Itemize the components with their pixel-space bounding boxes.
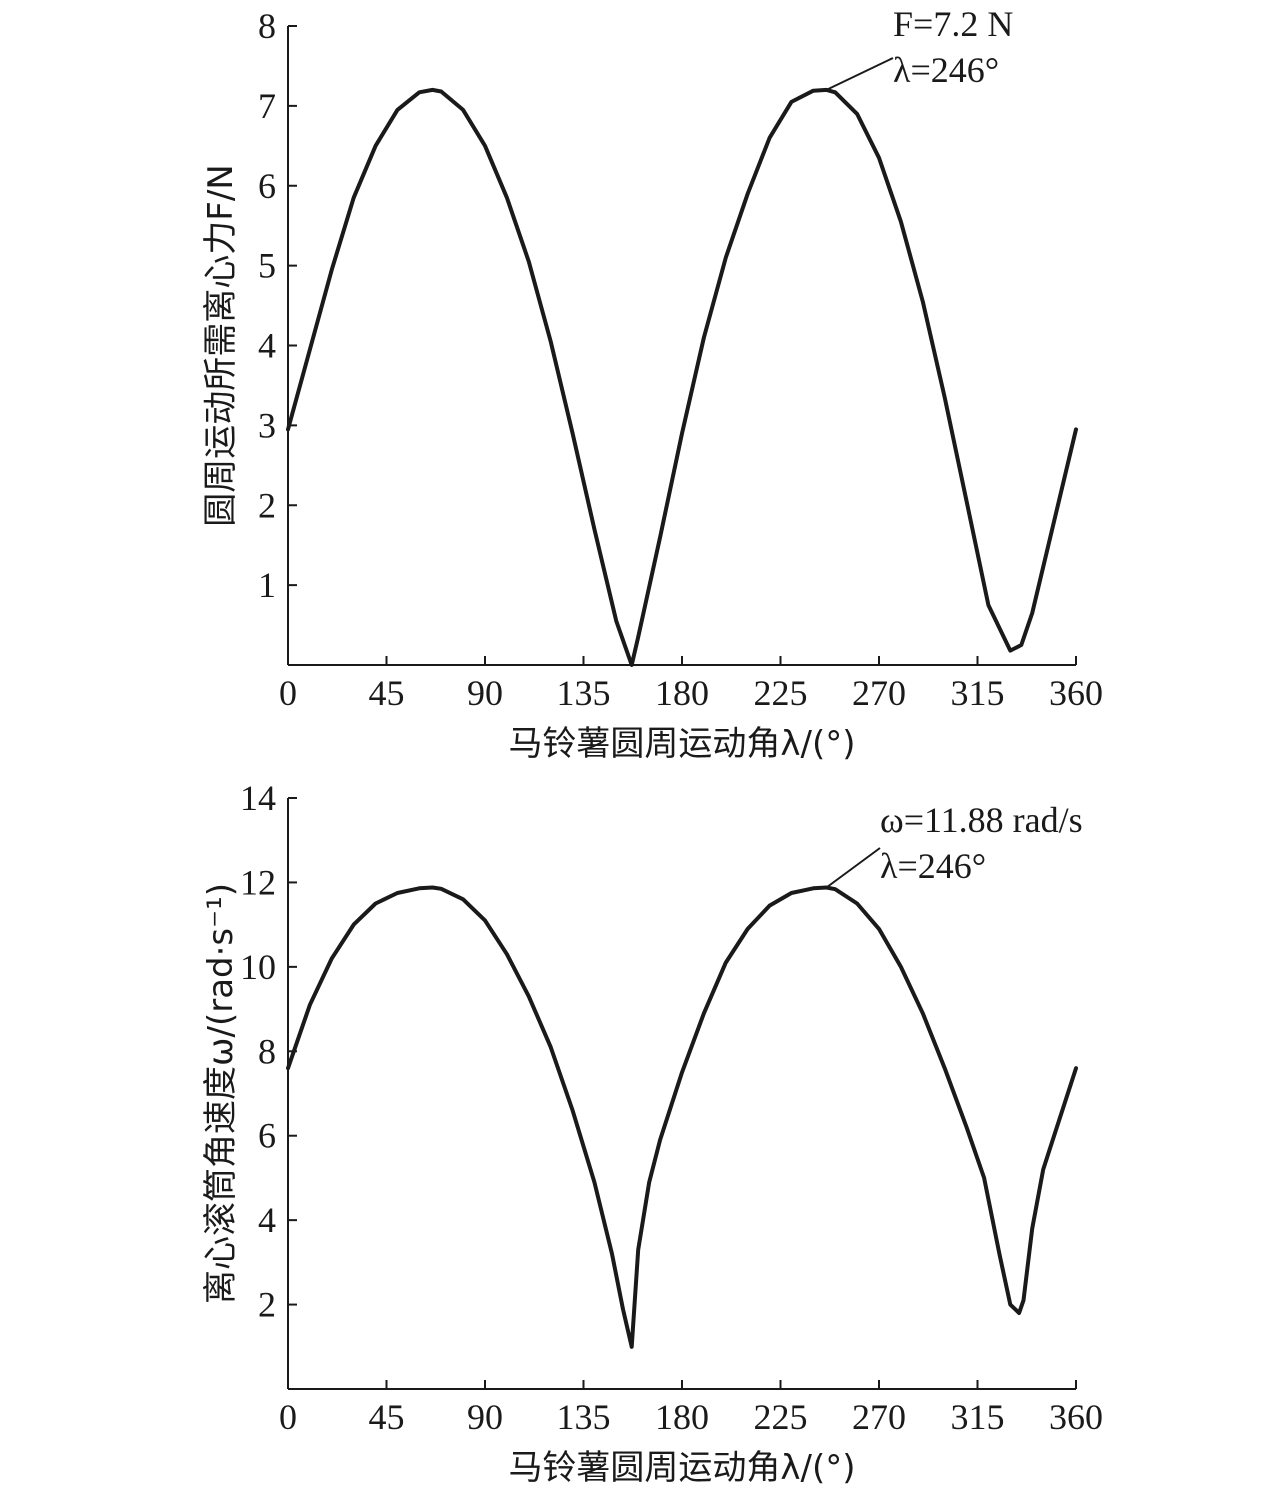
x-tick-label: 270 (852, 1397, 906, 1437)
x-tick-label: 90 (467, 1397, 503, 1437)
y-tick-label: 7 (258, 86, 276, 126)
x-tick-label: 180 (655, 673, 709, 713)
chart-panel-2: 0 45 90 135 180 225 270 315 360 2 4 6 8 10 12 14 马铃薯圆周运动… (201, 778, 1103, 1488)
series-line-1 (286, 885, 1078, 1349)
y-tick-label: 4 (258, 326, 276, 366)
y-axis-title: 离心滚筒角速度ω/(rad·s⁻¹) (201, 883, 241, 1304)
y-tick-label: 5 (258, 246, 276, 286)
y-tick-label: 6 (258, 1116, 276, 1156)
x-tick-label: 45 (369, 1397, 405, 1437)
x-tick-label: 315 (951, 673, 1005, 713)
x-axis-title: 马铃薯圆周运动角λ/(°) (508, 1448, 855, 1488)
y-tick-label: 1 (258, 565, 276, 605)
x-tick-label: 0 (279, 673, 297, 713)
annotation-line-2: λ=246° (893, 50, 999, 90)
y-tick-label: 4 (258, 1200, 276, 1240)
x-tick-label: 360 (1049, 673, 1103, 713)
x-tick-label: 225 (754, 673, 808, 713)
annotation-leader-line (826, 57, 894, 91)
x-tick-label: 225 (754, 1397, 808, 1437)
y-axis-title: 圆周运动所需离心力F/N (201, 164, 241, 526)
y-tick-label: 8 (258, 6, 276, 46)
annotation-leader-line (825, 847, 881, 889)
annotation-line-2: λ=246° (880, 846, 986, 886)
x-tick-label: 270 (852, 673, 906, 713)
x-tick-label: 90 (467, 673, 503, 713)
x-tick-label: 135 (557, 1397, 611, 1437)
x-tick-label: 45 (369, 673, 405, 713)
x-tick-label: 315 (951, 1397, 1005, 1437)
y-tick-label: 2 (258, 485, 276, 525)
annotation-line-1: ω=11.88 rad/s (880, 800, 1083, 840)
y-tick-label: 10 (240, 947, 276, 987)
annotation-line-1: F=7.2 N (893, 4, 1013, 44)
x-tick-label: 0 (279, 1397, 297, 1437)
y-tick-label: 8 (258, 1031, 276, 1071)
y-tick-label: 6 (258, 166, 276, 206)
x-tick-label: 180 (655, 1397, 709, 1437)
chart-panel-1: 0 45 90 135 180 225 270 315 36012345678马铃薯圆周运动角λ… (201, 4, 1103, 764)
y-tick-label: 14 (240, 778, 276, 818)
y-tick-label: 2 (258, 1285, 276, 1325)
x-tick-label: 135 (557, 673, 611, 713)
series-line-1 (286, 87, 1078, 667)
x-axis-title: 马铃薯圆周运动角λ/(°) (508, 724, 855, 764)
y-tick-label: 12 (240, 862, 276, 902)
y-tick-label: 3 (258, 405, 276, 445)
x-tick-label: 360 (1049, 1397, 1103, 1437)
